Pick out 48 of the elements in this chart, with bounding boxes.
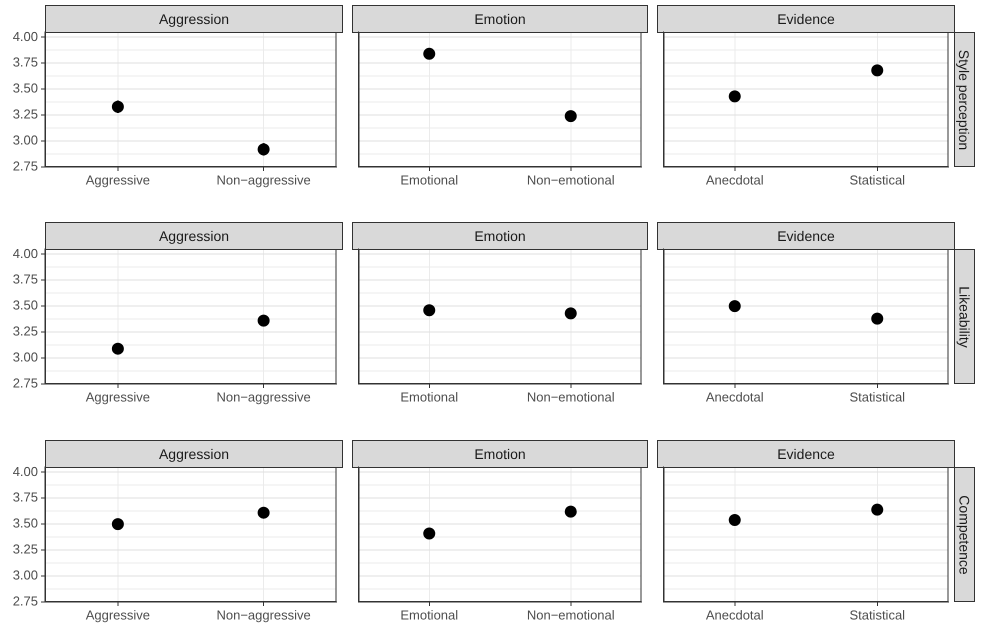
y-tick-label: 2.75 xyxy=(12,594,38,609)
y-tick-label: 3.75 xyxy=(12,490,38,505)
x-tick-label: Anecdotal xyxy=(706,172,764,188)
x-tick-label: Statistical xyxy=(849,172,906,188)
chart-title: Aggression xyxy=(45,5,343,33)
x-tick-label: Non−aggressive xyxy=(216,172,311,188)
x-tick-label: Non−aggressive xyxy=(216,389,311,404)
x-tick-label: Emotional xyxy=(400,389,458,404)
x-tick-label: Anecdotal xyxy=(706,607,764,622)
x-tick-label: Aggressive xyxy=(86,389,150,404)
y-tick-label: 4.00 xyxy=(12,28,38,44)
chart-title: Evidence xyxy=(657,440,955,468)
x-tick-label: Emotional xyxy=(400,172,458,188)
y-tick-label: 3.00 xyxy=(12,132,38,148)
chart-title: Aggression xyxy=(45,440,343,468)
y-tick-label: 3.00 xyxy=(12,568,38,583)
y-tick-label: 3.25 xyxy=(12,106,38,122)
y-tick-label: 4.00 xyxy=(12,464,38,479)
x-tick-label: Non−emotional xyxy=(526,607,615,622)
text: Likeability xyxy=(956,286,973,348)
chart-title: Evidence xyxy=(657,222,955,250)
x-tick-label: Statistical xyxy=(849,607,906,622)
y-tick-label: 3.75 xyxy=(12,272,38,287)
y-tick-label: 3.25 xyxy=(12,542,38,557)
y-tick-label: 3.00 xyxy=(12,350,38,365)
y-tick-label: 3.25 xyxy=(12,324,38,339)
y-tick-label: 2.75 xyxy=(12,376,38,391)
text: Competence xyxy=(956,494,973,574)
x-tick-label: Anecdotal xyxy=(706,389,764,404)
y-tick-label: 2.75 xyxy=(12,158,38,174)
x-tick-label: Non−aggressive xyxy=(216,607,311,622)
x-tick-label: Non−emotional xyxy=(526,389,615,404)
y-tick-label: 3.50 xyxy=(12,80,38,96)
text: Style perception xyxy=(956,49,972,150)
y-tick-label: 3.50 xyxy=(12,516,38,531)
x-tick-label: Statistical xyxy=(849,389,906,404)
x-tick-label: Emotional xyxy=(400,607,458,622)
chart-title: Aggression xyxy=(45,222,343,250)
y-tick-label: 3.75 xyxy=(12,54,38,70)
chart-title: Emotion xyxy=(352,5,648,33)
x-tick-label: Non−emotional xyxy=(526,172,615,188)
chart-title: Emotion xyxy=(352,222,648,250)
y-tick-label: 4.00 xyxy=(12,246,38,261)
x-tick-label: Aggressive xyxy=(86,172,150,188)
chart-title: Emotion xyxy=(352,440,648,468)
y-tick-label: 3.50 xyxy=(12,298,38,313)
chart-title: Evidence xyxy=(657,5,955,33)
x-tick-label: Aggressive xyxy=(86,607,150,622)
